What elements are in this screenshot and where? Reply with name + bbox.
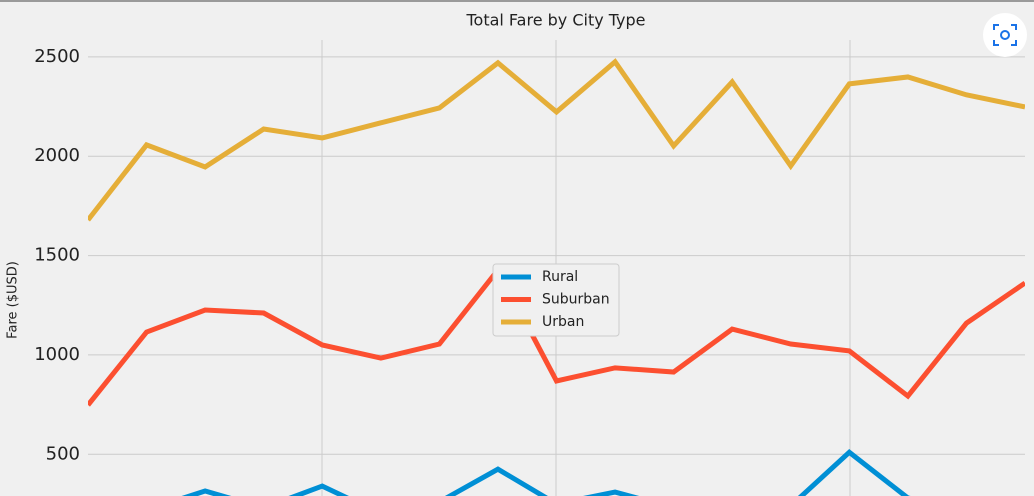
series-line (181, 449, 911, 496)
y-tick-label: 1000 (34, 344, 80, 365)
legend-label: Rural (542, 269, 578, 285)
chart-title: Total Fare by City Type (465, 11, 645, 30)
y-grid (88, 56, 1025, 455)
y-tick-label: 2500 (34, 46, 80, 67)
button-bg[interactable] (983, 13, 1027, 57)
series-line (88, 265, 1025, 407)
y-tick-label: 2000 (34, 145, 80, 166)
lines (88, 58, 1025, 496)
button-icon-dot (1000, 30, 1010, 40)
button-icon (993, 24, 1017, 46)
legend-label: Suburban (542, 292, 610, 308)
y-axis-label: Fare ($USD) (6, 261, 21, 339)
series-line (88, 58, 1025, 222)
y-tick-label: 1500 (34, 245, 80, 266)
legend: Rural Suburban Urban (492, 263, 620, 337)
legend-box (492, 263, 620, 337)
screenshot-button[interactable] (983, 13, 1027, 57)
legend-label: Urban (542, 314, 584, 330)
y-tick-label: 500 (46, 443, 80, 464)
